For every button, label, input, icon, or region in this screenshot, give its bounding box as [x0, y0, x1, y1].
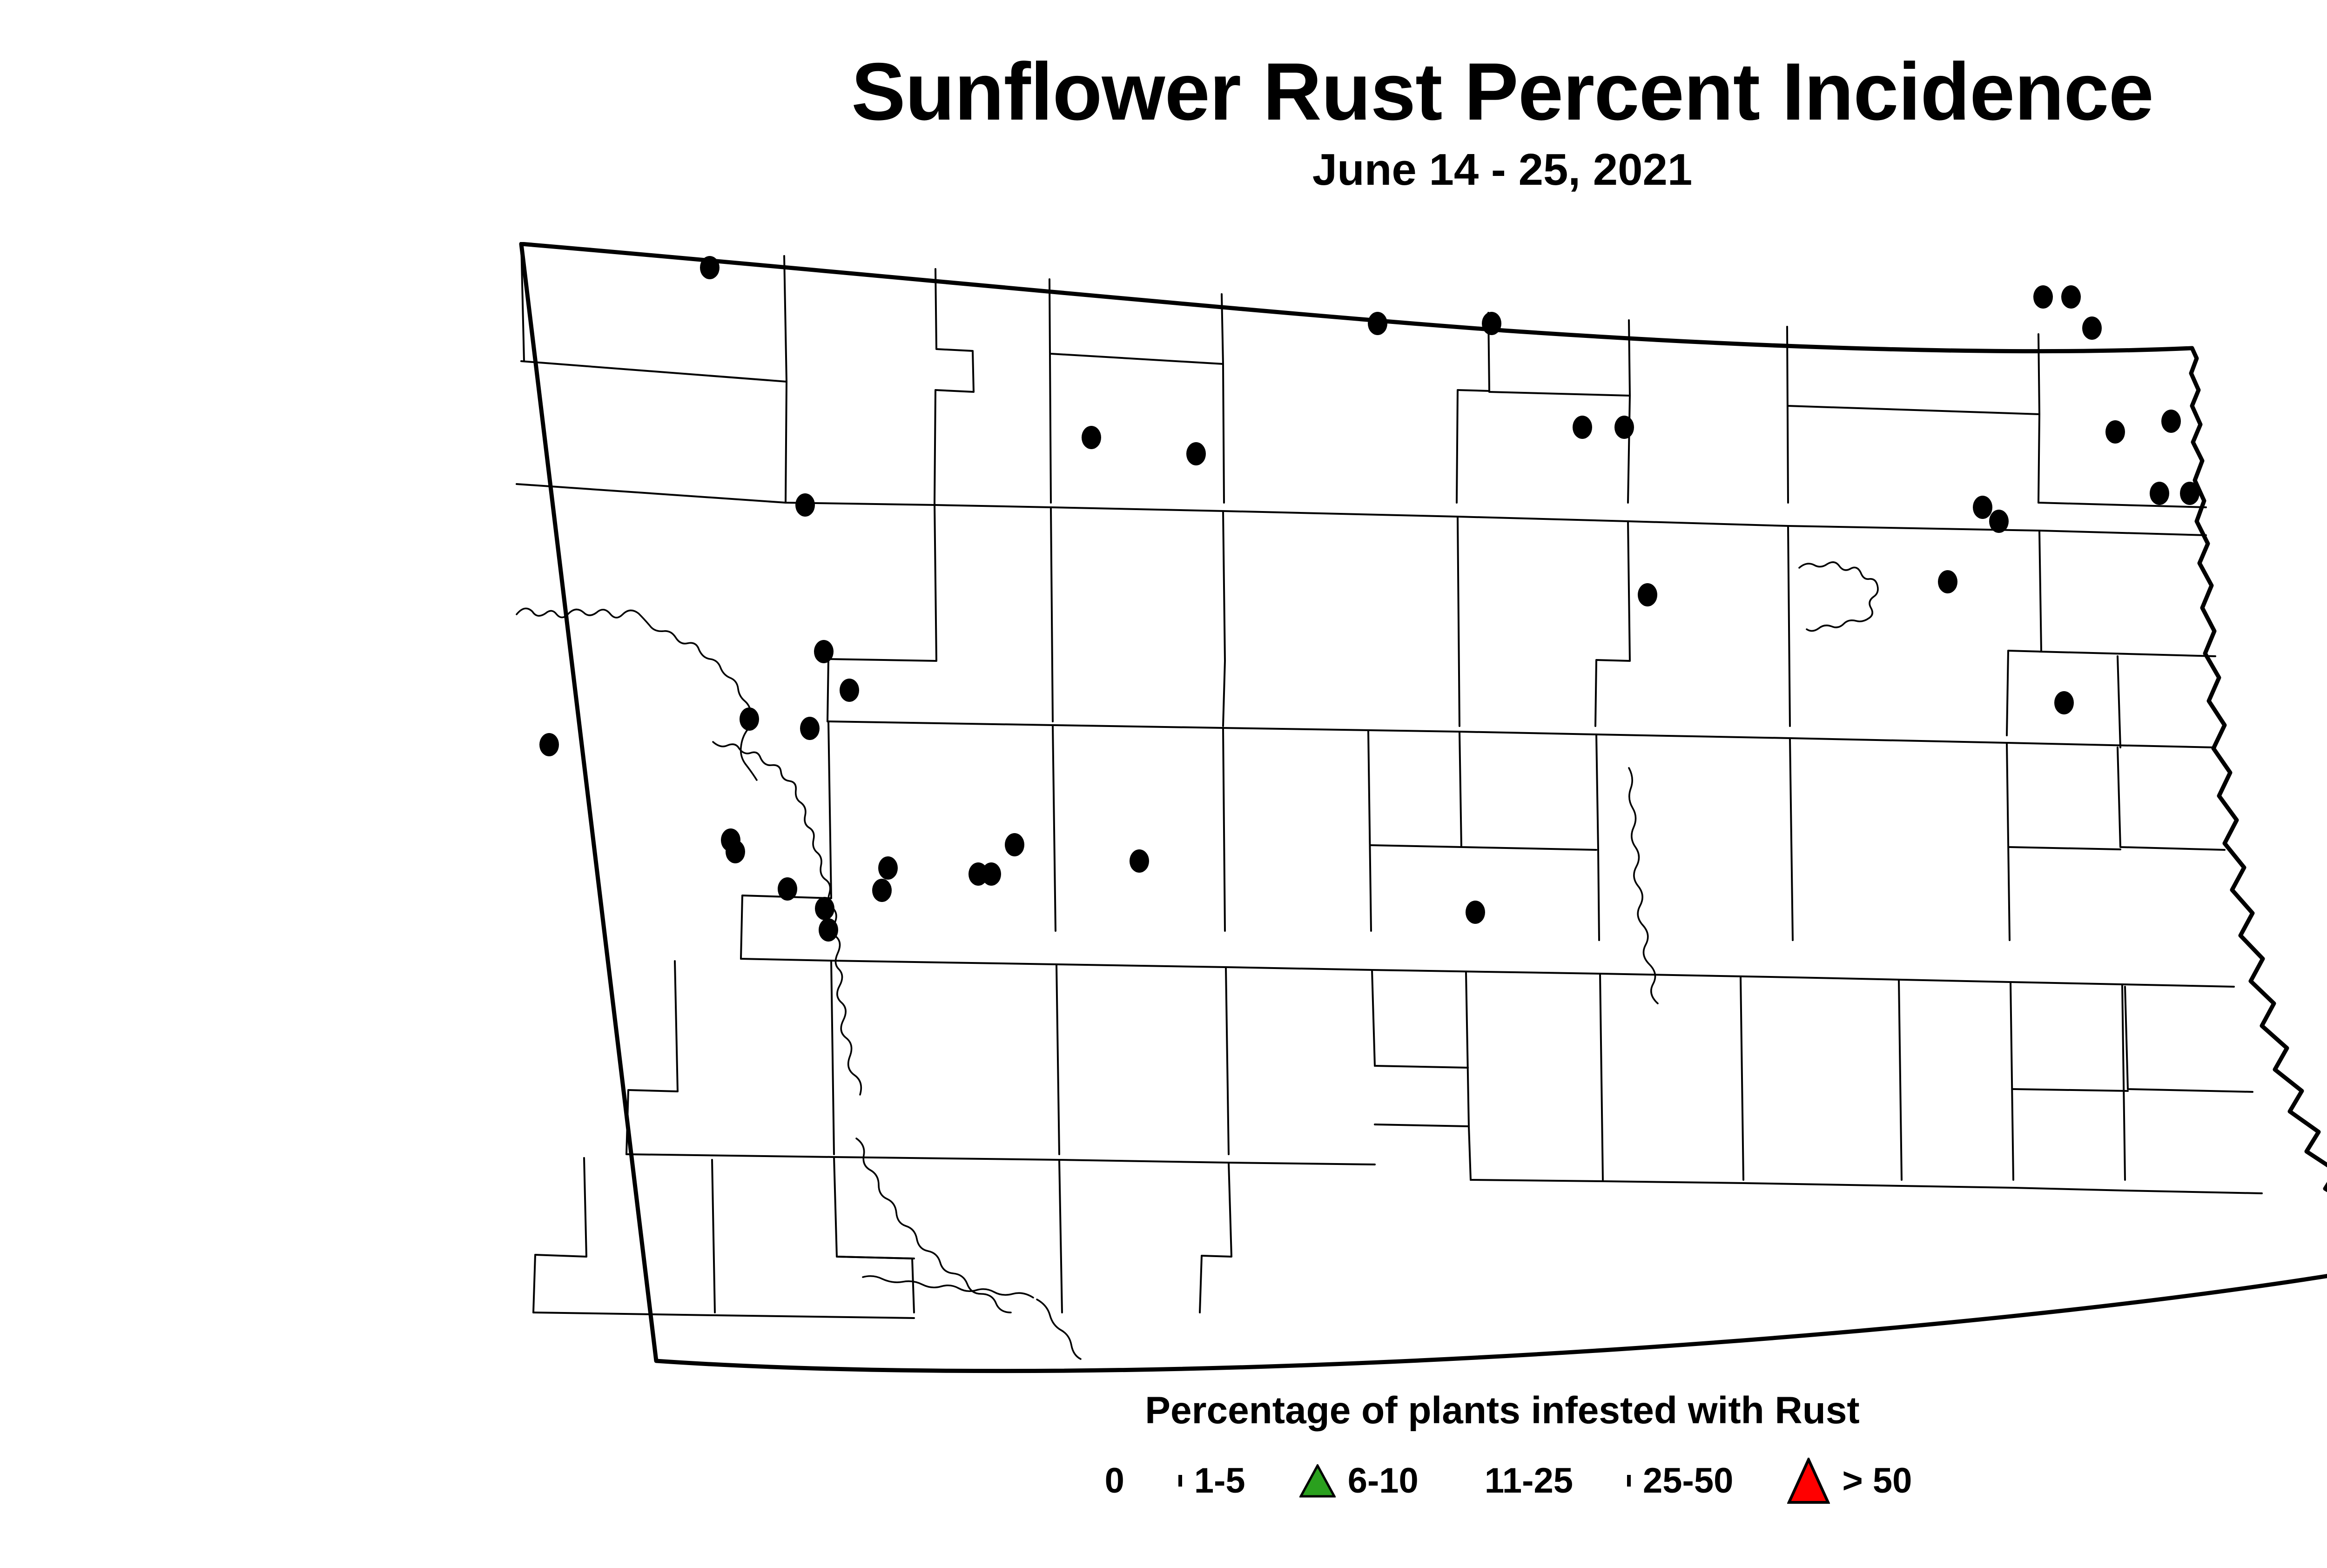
- data-point-marker: [1573, 416, 1592, 439]
- data-point-marker: [778, 877, 797, 901]
- green-triangle-icon: [1299, 1464, 1336, 1498]
- data-point-marker: [2054, 691, 2074, 714]
- data-point-marker: [1973, 496, 1992, 519]
- data-point-marker: [814, 640, 834, 663]
- north-dakota-map: [503, 242, 2327, 1378]
- legend-label-4: 25-50: [1643, 1461, 1734, 1501]
- data-point-marker: [800, 717, 820, 740]
- data-point-marker: [539, 733, 559, 756]
- data-point-layer: [539, 256, 2199, 942]
- legend-label-1: 1-5: [1194, 1461, 1245, 1501]
- data-point-marker: [700, 256, 720, 279]
- data-point-marker: [815, 897, 834, 920]
- legend-items: 0 1-5 6-10 11-25 25-50: [0, 1458, 2327, 1504]
- yellow-square-icon: [1627, 1475, 1631, 1487]
- data-point-marker: [872, 879, 892, 902]
- data-point-marker: [2082, 316, 2102, 340]
- county-boundaries: [516, 243, 2263, 1319]
- data-point-marker: [1614, 416, 1634, 439]
- data-point-marker: [2061, 285, 2081, 309]
- data-point-marker: [819, 918, 838, 942]
- state-outline: [519, 242, 2327, 1373]
- data-point-marker: [1186, 442, 1206, 465]
- legend-label-3: 11-25: [1484, 1461, 1573, 1501]
- data-point-marker: [795, 493, 815, 517]
- data-point-marker: [1482, 312, 1501, 335]
- data-point-marker: [726, 840, 745, 863]
- data-point-marker: [1638, 583, 1657, 606]
- data-point-marker: [1082, 426, 1101, 449]
- data-point-marker: [2033, 285, 2053, 309]
- title-block: Sunflower Rust Percent Incidence June 14…: [0, 51, 2327, 192]
- data-point-marker: [1466, 901, 1485, 924]
- legend-label-2: 6-10: [1347, 1461, 1419, 1501]
- data-point-marker: [840, 679, 859, 702]
- map-legend: Percentage of plants infested with Rust …: [0, 1392, 2327, 1504]
- page-title: Sunflower Rust Percent Incidence: [851, 47, 2154, 137]
- gray-square-icon: [1178, 1475, 1182, 1487]
- data-point-marker: [1130, 849, 1149, 873]
- legend-item-2: 6-10: [1299, 1463, 1419, 1499]
- red-triangle-icon: [1787, 1458, 1830, 1504]
- legend-item-0: 0: [1093, 1463, 1124, 1499]
- legend-item-1: 1-5: [1178, 1463, 1245, 1499]
- data-point-marker: [2150, 482, 2169, 505]
- data-point-marker: [2180, 482, 2199, 505]
- legend-label-0: 0: [1104, 1461, 1124, 1501]
- legend-title: Percentage of plants infested with Rust: [1145, 1389, 1860, 1432]
- data-point-marker: [740, 707, 759, 731]
- data-point-marker: [2161, 410, 2181, 433]
- legend-item-5: > 50: [1787, 1458, 1912, 1504]
- data-point-marker: [982, 862, 1001, 886]
- legend-label-5: > 50: [1842, 1461, 1912, 1501]
- page-subtitle: June 14 - 25, 2021: [1312, 145, 1693, 195]
- map-svg: [516, 242, 2327, 1373]
- legend-item-4: 25-50: [1627, 1463, 1733, 1499]
- data-point-marker: [1368, 312, 1387, 335]
- data-point-marker: [878, 856, 898, 880]
- data-point-marker: [1938, 570, 1957, 593]
- legend-item-3: 11-25: [1473, 1463, 1573, 1499]
- data-point-marker: [2105, 420, 2125, 444]
- data-point-marker: [1989, 510, 2009, 533]
- data-point-marker: [1005, 833, 1024, 856]
